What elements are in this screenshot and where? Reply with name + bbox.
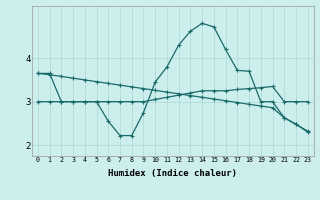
X-axis label: Humidex (Indice chaleur): Humidex (Indice chaleur) xyxy=(108,169,237,178)
